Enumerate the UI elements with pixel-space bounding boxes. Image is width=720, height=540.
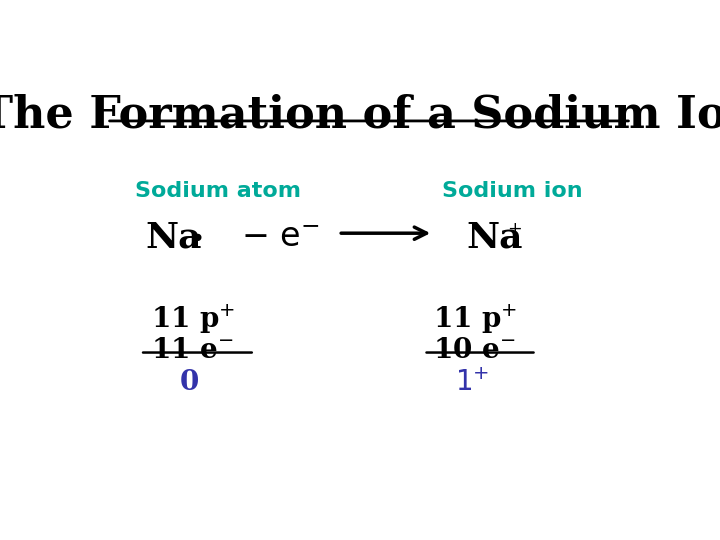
Text: $^{+}$: $^{+}$	[508, 224, 523, 248]
Text: The Formation of a Sodium Ion: The Formation of a Sodium Ion	[0, 94, 720, 137]
Text: 0: 0	[180, 369, 199, 396]
Text: $1^{+}$: $1^{+}$	[455, 369, 490, 397]
Text: Sodium atom: Sodium atom	[135, 181, 301, 201]
Text: 10 e$^{-}$: 10 e$^{-}$	[433, 337, 516, 364]
Text: Na: Na	[145, 221, 202, 255]
Text: 11 e$^{-}$: 11 e$^{-}$	[151, 337, 234, 364]
Text: 11 p$^{+}$: 11 p$^{+}$	[433, 302, 518, 335]
Text: Na: Na	[467, 221, 523, 255]
Text: $\bullet$: $\bullet$	[189, 224, 203, 248]
Text: $-\ \mathrm{e}^{-}$: $-\ \mathrm{e}^{-}$	[240, 221, 320, 254]
Text: 11 p$^{+}$: 11 p$^{+}$	[151, 302, 235, 335]
Text: Sodium ion: Sodium ion	[441, 181, 582, 201]
